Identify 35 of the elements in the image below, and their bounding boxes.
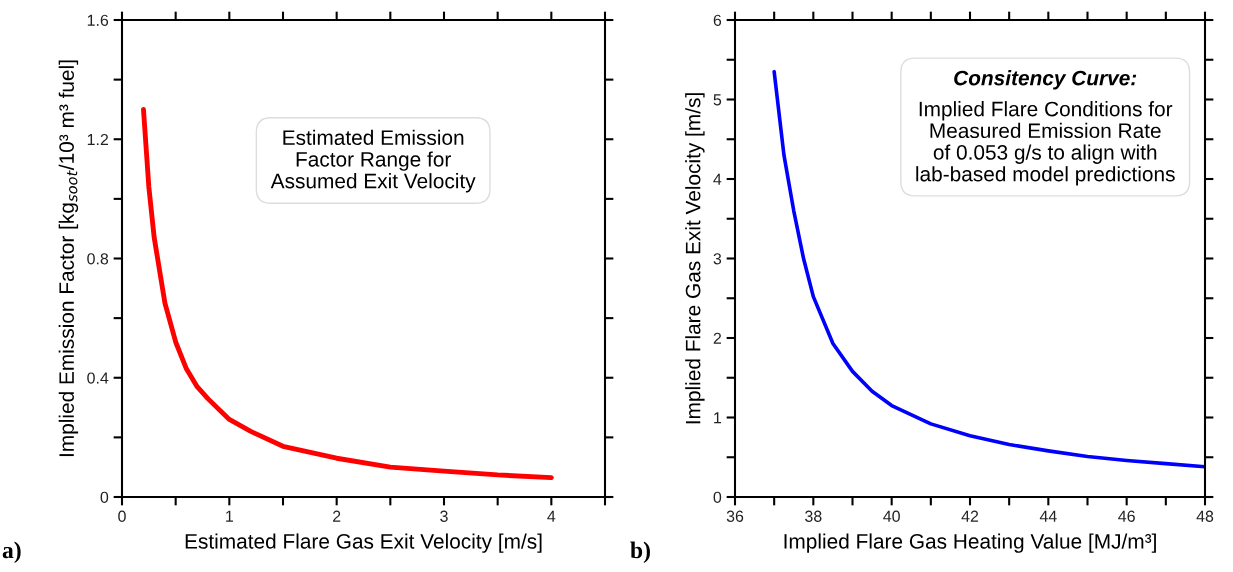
x-tick-label: 36 (726, 510, 744, 522)
x-tick-label: 40 (883, 510, 900, 522)
x-axis-title: Implied Flare Gas Heating Value [MJ/m³] (784, 533, 1156, 553)
annotation: Implied Flare Conditions for Measured Emission Rate of 0.053 g/s to align with lab-based model predictions (916, 101, 1175, 186)
x-tick-label: 3 (440, 510, 448, 522)
y-tick-label: 2 (713, 332, 721, 344)
y-tick-label: 4 (713, 173, 722, 185)
y-tick-label: 5 (713, 94, 722, 106)
y-tick-label: 0 (713, 491, 722, 503)
y-tick-label: 3 (713, 253, 722, 265)
y-tick-label: 0.4 (87, 372, 109, 384)
y-tick-label: 1.2 (87, 133, 109, 146)
y-tick-label: 1 (714, 412, 722, 424)
y-axis-title: Implied Emission Factor [kg$_{soot}$/10³ m³ fuel] (58, 60, 79, 457)
y-axis-title: Implied Flare Gas Exit Velocity [m/s] (685, 93, 705, 424)
x-tick-label: 2 (333, 510, 341, 522)
x-tick-label: 1 (226, 510, 233, 522)
x-axis-title: Estimated Flare Gas Exit Velocity [m/s] (185, 533, 542, 553)
text: a) (2, 541, 21, 564)
line-series (141, 107, 554, 481)
x-tick-label: 0 (118, 510, 126, 522)
y-tick-label: 1.6 (87, 14, 109, 26)
x-tick-label: 42 (961, 510, 979, 522)
x-tick-label: 48 (1196, 510, 1214, 522)
line-series (772, 69, 1205, 469)
annotation: Estimated Emission Factor Range for Assumed Exit Velocity (270, 129, 476, 193)
x-tick-label: 38 (805, 510, 822, 522)
y-tick-label: 6 (713, 14, 722, 26)
y-tick-label: 0 (100, 491, 109, 503)
annotation: Consitency Curve: (954, 70, 1137, 90)
text: b) (630, 541, 650, 564)
y-tick-label: 0.8 (87, 253, 109, 265)
x-tick-label: 4 (547, 510, 556, 522)
x-tick-label: 46 (1118, 510, 1135, 522)
x-tick-label: 44 (1039, 510, 1057, 522)
